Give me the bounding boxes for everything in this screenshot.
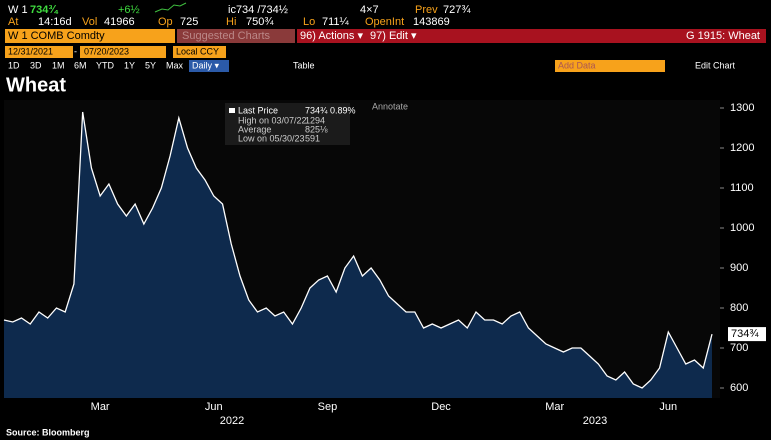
y-tick-label: 900 (730, 262, 748, 274)
price: 734¾ (30, 4, 58, 16)
change: +6½ (118, 4, 140, 16)
y-tick-label: 1200 (730, 142, 754, 154)
bid-ask: ic734 /734½ (228, 4, 288, 16)
stat-value: 143869 (413, 16, 450, 28)
legend-value: 734¾ (305, 105, 328, 115)
stat-label: OpenInt (365, 16, 404, 28)
y-tick-label: 700 (730, 342, 748, 354)
range-button[interactable]: Max (166, 60, 184, 70)
year-label: 2022 (220, 415, 244, 427)
security-field[interactable] (5, 29, 175, 43)
range-button[interactable]: 3D (30, 60, 42, 70)
legend-name: Last Price (238, 105, 278, 115)
security[interactable]: W 1 COMB Comdty (8, 30, 105, 42)
edit[interactable]: 97) Edit ▾ (370, 30, 417, 42)
range-button[interactable]: 6M (74, 60, 87, 70)
legend-label: High on 03/07/22 (238, 115, 307, 125)
stat-value: 14:16d (38, 16, 72, 28)
sparkline-icon (154, 2, 187, 13)
legend-label: Average (238, 124, 271, 134)
legend-value: 1294 (305, 115, 325, 125)
stat-label: Hi (226, 16, 236, 28)
ticker: W 1 (8, 4, 28, 16)
menu-bar (297, 29, 766, 43)
currency-field[interactable] (173, 46, 226, 58)
prev: 727¾ (443, 4, 471, 16)
stat-value: 41966 (104, 16, 135, 28)
stat-label: Lo (303, 16, 315, 28)
edit-chart[interactable]: Edit Chart (695, 60, 736, 70)
start-date[interactable]: 12/31/2021 (8, 46, 53, 56)
size: 4×7 (360, 4, 379, 16)
x-tick-label: Dec (431, 401, 451, 413)
table[interactable]: Table (293, 60, 315, 70)
range-button[interactable]: 1Y (124, 60, 135, 70)
line (3, 111, 713, 389)
end-date-field[interactable] (80, 46, 166, 58)
stat-value: 750¾ (246, 16, 274, 28)
stat-label: At (8, 16, 18, 28)
prev-label: Prev (415, 4, 438, 16)
frequency[interactable]: Daily ▾ (192, 60, 220, 70)
suggested[interactable]: Suggested Charts (182, 30, 271, 42)
dash: - (74, 46, 77, 56)
y-tick-label: 1300 (730, 102, 754, 114)
y-tick-label: 1100 (730, 182, 754, 194)
stat-value: 725 (180, 16, 198, 28)
stat-label: Vol (82, 16, 97, 28)
suggested-button[interactable] (177, 29, 295, 43)
range-button[interactable]: YTD (96, 60, 115, 70)
range-button[interactable]: 1D (8, 60, 20, 70)
add-data[interactable]: Add Data (558, 60, 596, 70)
legend-box (225, 103, 350, 145)
frequency-button[interactable] (189, 60, 229, 72)
chart-title: Wheat (6, 74, 66, 96)
legend-change: 0.89% (330, 105, 356, 115)
annotate[interactable]: Annotate (372, 101, 408, 111)
actions[interactable]: 96) Actions ▾ (300, 30, 363, 42)
page: G 1915: Wheat (686, 30, 760, 42)
y-tick-label: 800 (730, 302, 748, 314)
x-tick-label: Jun (205, 401, 223, 413)
end-date[interactable]: 07/20/2023 (84, 46, 129, 56)
start-date-field[interactable] (5, 46, 73, 58)
x-tick-label: Jun (659, 401, 677, 413)
legend-swatch (229, 108, 235, 113)
x-tick-label: Mar (545, 401, 564, 413)
y-tick-label: 600 (730, 382, 748, 394)
range-button[interactable]: 1M (52, 60, 65, 70)
x-tick-label: Mar (91, 401, 110, 413)
legend-label: Low on 05/30/23 (238, 133, 305, 143)
area (4, 112, 712, 398)
year-label: 2023 (583, 415, 607, 427)
y-tick-label: 1000 (730, 222, 754, 234)
add-data-field[interactable] (555, 60, 665, 72)
legend-value: 825⅛ (305, 124, 328, 134)
legend-value: 591 (305, 133, 320, 143)
last-price-tag-label: 734¾ (731, 328, 759, 340)
stat-value: 711¼ (322, 16, 350, 28)
x-tick-label: Sep (318, 401, 338, 413)
source: Source: Bloomberg (6, 427, 90, 437)
stat-label: Op (158, 16, 173, 28)
last-price-tag (728, 327, 766, 342)
range-button[interactable]: 5Y (145, 60, 156, 70)
currency[interactable]: Local CCY (176, 46, 219, 56)
